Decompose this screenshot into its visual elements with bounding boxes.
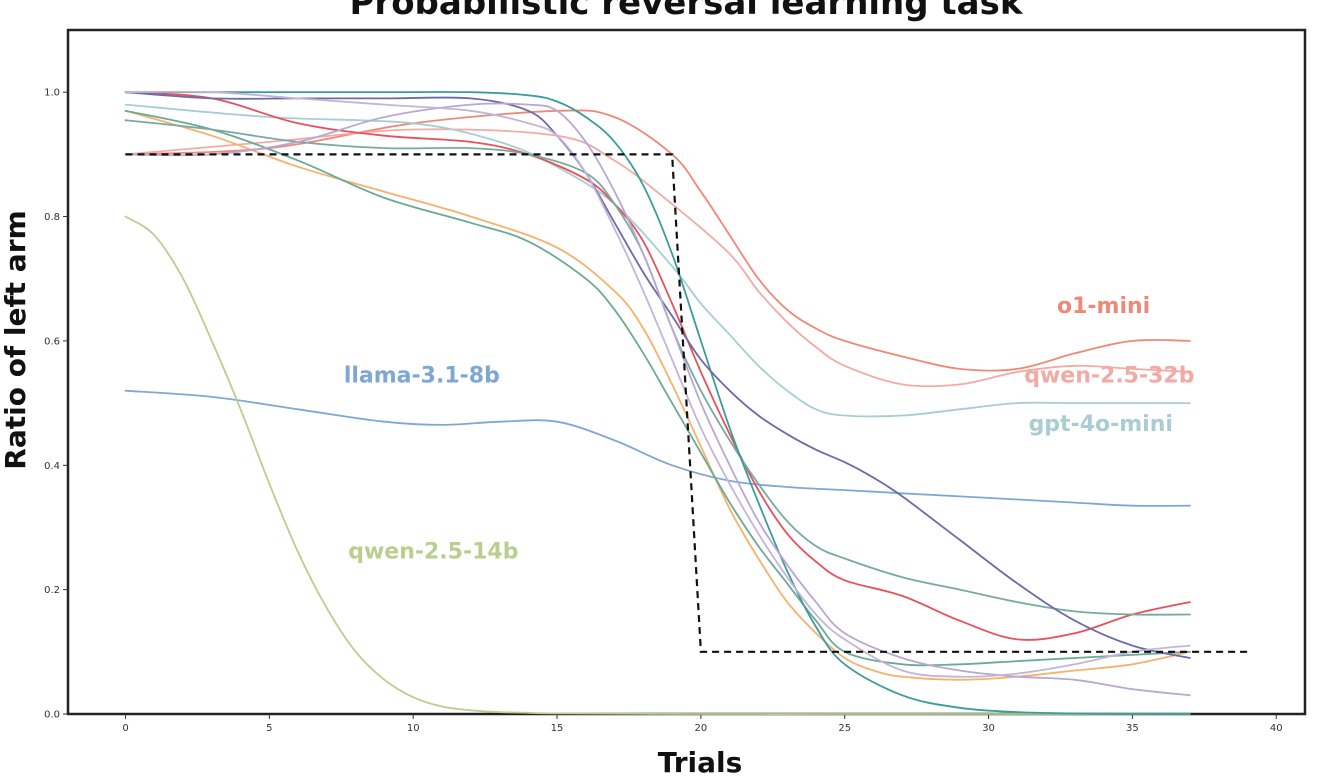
x-tick-label: 15 [551, 723, 564, 734]
x-tick-label: 20 [695, 723, 708, 734]
series-line-gpt-4o-mini [124, 103, 1191, 418]
x-tick-label: 0 [122, 723, 128, 734]
y-tick-label: 0.6 [44, 336, 60, 347]
series-line-llama-3.1-8b [124, 389, 1191, 507]
series-label-qwen-2.5-14b: qwen-2.5-14b [348, 540, 518, 565]
axis-ticks: 0 5 10 15 20 25 30 35 40 0.0 0.2 0.4 0.6 0.8 1.0 [44, 88, 1283, 734]
y-tick-label: 0.2 [44, 585, 60, 596]
y-tick-label: 0.0 [44, 710, 60, 721]
x-tick-label: 40 [1270, 723, 1283, 734]
series-labels: o1-mini qwen-2.5-32b gpt-4o-mini llama-3.1-… [344, 294, 1195, 565]
reference-group [125, 153, 1248, 653]
series-line-10 [124, 91, 1191, 659]
chart-title: Probabilistic reversal learning task [350, 0, 1024, 23]
series-line-o1-mini [124, 109, 1191, 372]
series-line-qwen-2.5-32b [124, 128, 1191, 388]
series-label-qwen-2.5-32b: qwen-2.5-32b [1024, 364, 1194, 389]
series-line-8 [124, 119, 1191, 616]
series-line-6 [124, 109, 1191, 681]
x-tick-label: 5 [266, 723, 272, 734]
series-line-7 [124, 109, 1191, 667]
series-group [124, 90, 1191, 715]
y-tick-label: 0.4 [44, 461, 60, 472]
series-line-qwen-2.5-14b [124, 215, 1191, 715]
reference-dashed-line [125, 153, 1248, 653]
series-line-5 [124, 91, 1191, 641]
series-line-9 [124, 91, 1191, 715]
y-axis-label: Ratio of left arm [0, 210, 32, 469]
x-tick-label: 30 [982, 723, 995, 734]
x-tick-label: 35 [1126, 723, 1139, 734]
series-line-12 [124, 90, 1191, 678]
series-label-llama-3.1-8b: llama-3.1-8b [344, 364, 500, 389]
x-tick-label: 25 [838, 723, 851, 734]
y-tick-label: 1.0 [44, 88, 60, 99]
series-label-gpt-4o-mini: gpt-4o-mini [1029, 412, 1173, 437]
x-axis-label: Trials [658, 746, 743, 779]
series-label-o1-mini: o1-mini [1057, 294, 1150, 319]
series-line-11 [124, 102, 1191, 697]
y-tick-label: 0.8 [44, 212, 60, 223]
x-tick-label: 10 [407, 723, 420, 734]
